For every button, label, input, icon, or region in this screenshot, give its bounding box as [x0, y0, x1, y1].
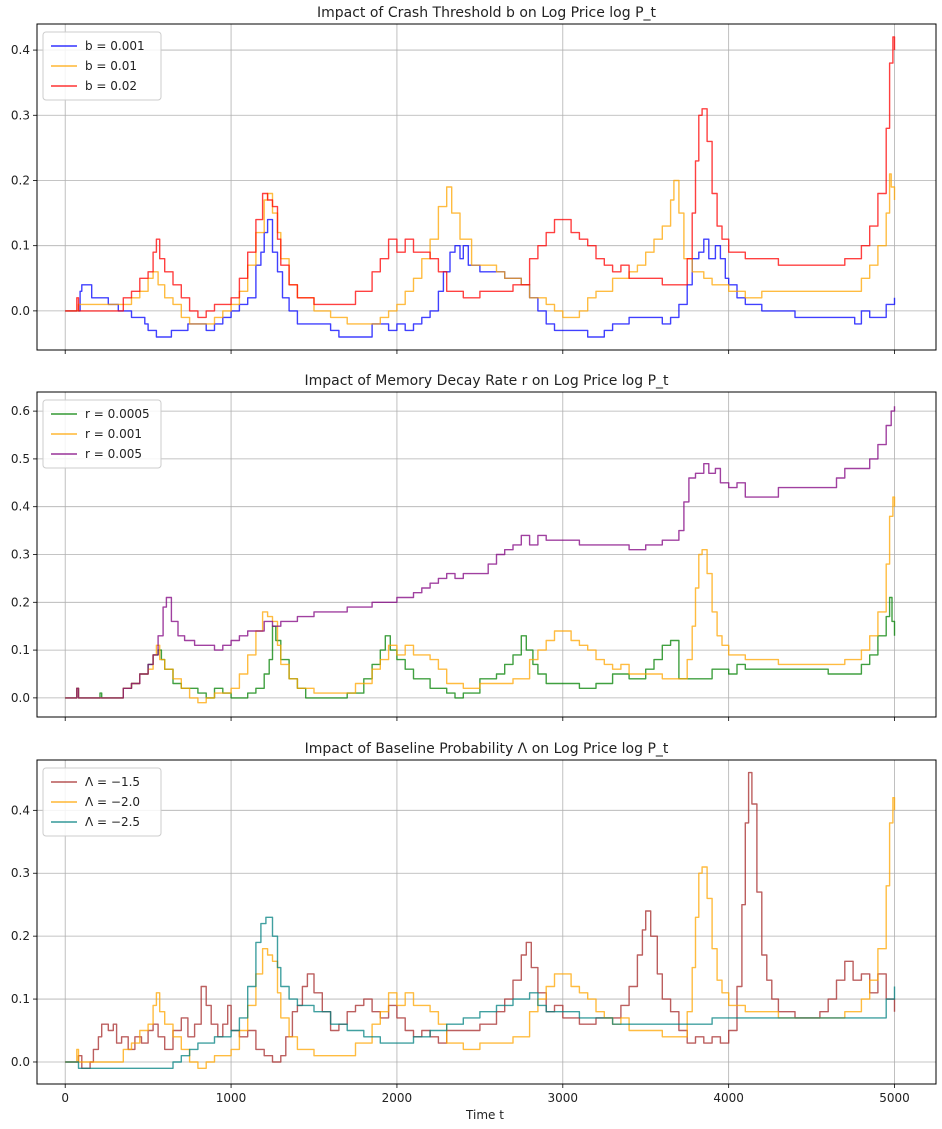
- series-line-2: [65, 496, 896, 704]
- legend-label-1: r = 0.0005: [85, 407, 150, 421]
- chart-title: Impact of Crash Threshold b on Log Price…: [317, 5, 657, 21]
- legend-label-3: r = 0.005: [85, 447, 142, 461]
- y-tick-label: 0.1: [11, 643, 30, 657]
- y-tick-label: 0.1: [11, 239, 30, 253]
- y-tick-label: 0.3: [11, 548, 30, 562]
- legend-label-3: b = 0.02: [85, 79, 137, 93]
- chart-panel-2: Impact of Memory Decay Rate r on Log Pri…: [11, 373, 937, 721]
- legend-box: [42, 399, 162, 469]
- plot-frame: [36, 759, 937, 1085]
- plot-frame: [36, 23, 937, 351]
- y-tick-label: 0.4: [11, 803, 30, 817]
- y-tick-label: 0.2: [11, 595, 30, 609]
- legend-label-1: b = 0.001: [85, 39, 145, 53]
- y-tick-label: 0.1: [11, 992, 30, 1006]
- y-tick-label: 0.4: [11, 500, 30, 514]
- x-tick-label: 1000: [216, 1091, 247, 1105]
- y-tick-label: 0.0: [11, 304, 30, 318]
- x-tick-label: 0: [61, 1091, 69, 1105]
- y-tick-label: 0.4: [11, 43, 30, 57]
- x-axis-label: Time t: [465, 1108, 504, 1122]
- x-tick-label: 2000: [382, 1091, 413, 1105]
- legend-box: [42, 31, 162, 101]
- chart-title: Impact of Baseline Probability Λ on Log …: [305, 741, 669, 757]
- legend: b = 0.001 b = 0.01 b = 0.02: [42, 31, 162, 101]
- y-tick-label: 0.0: [11, 1055, 30, 1069]
- series-line-3: [65, 406, 896, 699]
- legend: r = 0.0005 r = 0.001 r = 0.005: [42, 399, 162, 469]
- chart-panel-1: Impact of Crash Threshold b on Log Price…: [11, 5, 937, 354]
- series-line-3: [65, 916, 896, 1069]
- y-tick-label: 0.3: [11, 108, 30, 122]
- y-tick-label: 0.0: [11, 691, 30, 705]
- series-line-3: [65, 36, 896, 319]
- x-tick-label: 3000: [548, 1091, 579, 1105]
- chart-title: Impact of Memory Decay Rate r on Log Pri…: [304, 373, 669, 389]
- legend-label-2: Λ = −2.0: [85, 795, 140, 809]
- legend-label-1: Λ = −1.5: [85, 775, 140, 789]
- series-line-2: [65, 173, 896, 325]
- chart-panel-3: Impact of Baseline Probability Λ on Log …: [11, 741, 937, 1105]
- y-tick-label: 0.2: [11, 929, 30, 943]
- legend-label-2: r = 0.001: [85, 427, 142, 441]
- legend-label-2: b = 0.01: [85, 59, 137, 73]
- x-tick-label: 5000: [879, 1091, 910, 1105]
- legend-box: [42, 767, 162, 837]
- y-tick-label: 0.6: [11, 404, 30, 418]
- y-tick-label: 0.2: [11, 173, 30, 187]
- x-tick-label: 4000: [713, 1091, 744, 1105]
- legend: Λ = −1.5 Λ = −2.0 Λ = −2.5: [42, 767, 162, 837]
- legend-label-3: Λ = −2.5: [85, 815, 140, 829]
- y-tick-label: 0.3: [11, 866, 30, 880]
- series-line-1: [65, 218, 896, 338]
- y-tick-label: 0.5: [11, 452, 30, 466]
